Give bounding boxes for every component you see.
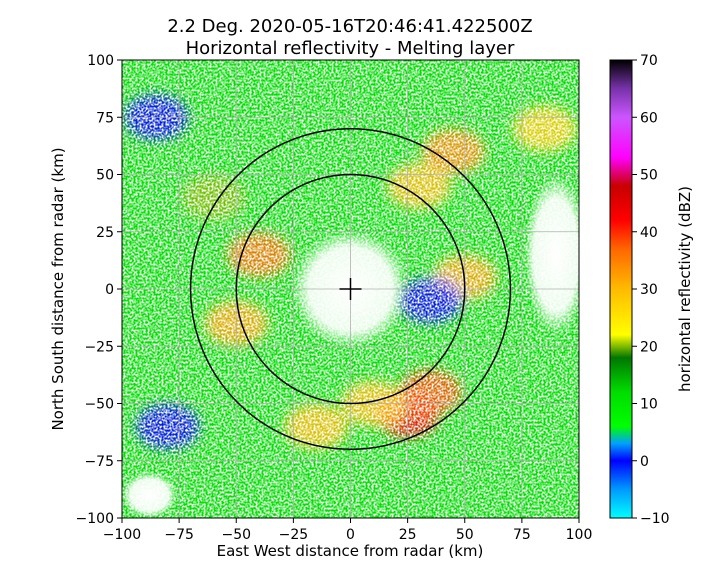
colorbar-tick-label: 10	[640, 397, 658, 413]
colorbar-label: horizontal reflectivity (dBZ)	[676, 186, 694, 392]
reflectivity-cell-6	[227, 231, 292, 278]
reflectivity-cell-4	[421, 128, 486, 175]
colorbar-tick-label: 0	[640, 454, 649, 470]
y-tick-label: 25	[96, 225, 114, 241]
x-tick-label: −100	[103, 527, 141, 543]
y-tick-label: 0	[105, 282, 114, 298]
reflectivity-cell-10	[512, 105, 577, 152]
plot-area	[121, 59, 580, 519]
clear-zone-east	[524, 174, 579, 335]
x-tick-label: 0	[346, 527, 355, 543]
colorbar-tick-label: 70	[640, 53, 658, 69]
colorbar-tick-label: 40	[640, 225, 658, 241]
colorbar-tick-label: 20	[640, 339, 658, 355]
colorbar: −10 0 10 20 30 40 50 60 70	[609, 53, 670, 527]
reflectivity-blobs	[124, 94, 577, 450]
y-tick-label: −75	[84, 454, 114, 470]
y-tick-label: −100	[76, 511, 114, 527]
x-tick-label: 75	[513, 527, 531, 543]
y-axis-label: North South distance from radar (km)	[49, 147, 67, 430]
reflectivity-cell-12	[135, 403, 200, 450]
x-tick-label: −75	[164, 527, 194, 543]
colorbar-tick-label: −10	[640, 511, 670, 527]
x-axis-ticks: −100 −75 −50 −25 0 25 50 75 100	[103, 518, 593, 543]
colorbar-gradient	[609, 59, 633, 519]
colorbar-tick-label: 30	[640, 282, 658, 298]
clear-zone-southwest	[122, 472, 177, 518]
reflectivity-cell-3	[284, 403, 349, 450]
range-ring	[189, 127, 512, 451]
range-ring	[235, 173, 466, 405]
x-tick-label: 25	[399, 527, 417, 543]
y-tick-label: 100	[87, 53, 114, 69]
colorbar-tick-label: 50	[640, 168, 658, 184]
colorbar-tick-label: 60	[640, 110, 658, 126]
reflectivity-cell-5	[387, 163, 452, 209]
reflectivity-cell-1	[398, 369, 463, 415]
y-axis-ticks: −100 −75 −50 −25 0 25 50 75 100	[76, 53, 122, 527]
y-tick-label: 75	[96, 110, 114, 126]
x-axis-label: East West distance from radar (km)	[217, 542, 484, 560]
y-tick-label: −50	[84, 397, 114, 413]
range-rings	[189, 127, 512, 451]
chart-title-line-2: Horizontal reflectivity - Melting layer	[186, 38, 515, 59]
x-tick-label: 50	[456, 527, 474, 543]
colorbar-ticks: −10 0 10 20 30 40 50 60 70	[632, 53, 670, 527]
radar-location-marker	[339, 278, 362, 300]
x-tick-label: 100	[566, 527, 593, 543]
y-tick-label: 50	[96, 168, 114, 184]
chart-title-line-1: 2.2 Deg. 2020-05-16T20:46:41.422500Z	[167, 16, 532, 37]
y-tick-label: −25	[84, 339, 114, 355]
reflectivity-cell-9	[181, 174, 246, 221]
x-tick-label: −50	[221, 527, 251, 543]
x-tick-label: −25	[279, 527, 309, 543]
